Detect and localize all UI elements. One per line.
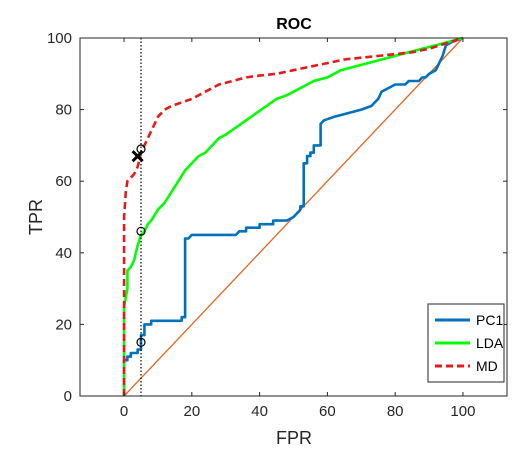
legend: PC1 LDA MD <box>427 303 505 383</box>
x-tick-label: 40 <box>251 403 268 420</box>
y-tick-label: 60 <box>55 173 72 190</box>
axes-frame <box>79 37 508 397</box>
chart-title: ROC <box>276 16 312 33</box>
x-tick-label: 20 <box>183 403 200 420</box>
cross-marker <box>131 150 144 163</box>
x-axis-label: FPR <box>276 428 312 448</box>
y-axis-label: TPR <box>26 199 46 235</box>
x-tick-label: 60 <box>319 403 336 420</box>
x-tick-label: 80 <box>387 403 404 420</box>
legend-label-pc1: PC1 <box>476 312 503 328</box>
y-tick-label: 40 <box>55 245 72 262</box>
x-tick-label: 100 <box>450 403 475 420</box>
operating-point-marker <box>136 226 146 236</box>
md-line <box>122 36 464 396</box>
x-tick-label: 0 <box>120 403 128 420</box>
lda-line <box>122 36 464 396</box>
pc1-line <box>122 36 464 396</box>
y-tick-label: 80 <box>55 102 72 119</box>
y-tick-label: 100 <box>47 30 72 47</box>
y-tick-label: 20 <box>55 316 72 333</box>
operating-point-marker <box>136 337 146 347</box>
y-tick-label: 0 <box>64 388 72 405</box>
plot-area <box>79 36 508 397</box>
legend-label-md: MD <box>476 358 498 374</box>
legend-label-lda: LDA <box>476 335 504 351</box>
axis-ticks: 0 20 40 60 80 100 0 20 40 60 80 100 <box>47 30 507 420</box>
